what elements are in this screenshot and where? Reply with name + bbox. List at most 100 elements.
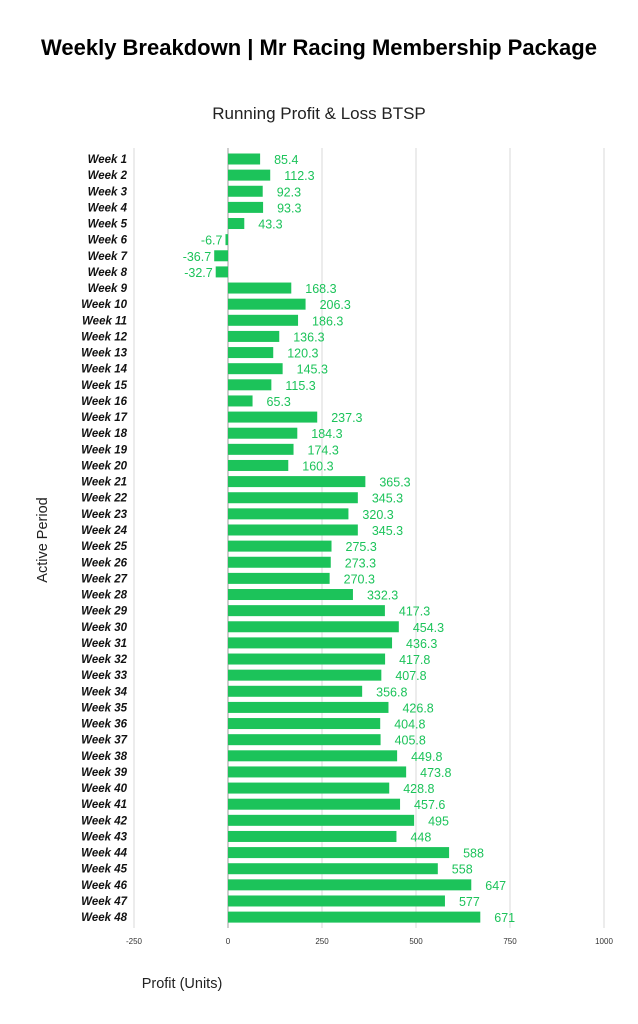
value-label: 43.3 xyxy=(258,218,282,232)
category-label: Week 5 xyxy=(88,219,128,231)
category-label: Week 21 xyxy=(81,477,127,489)
value-label: 588 xyxy=(463,847,484,861)
bar xyxy=(228,540,332,552)
value-label: 426.8 xyxy=(402,701,433,715)
category-label: Week 29 xyxy=(81,606,127,618)
bar xyxy=(228,605,385,617)
category-label: Week 40 xyxy=(81,783,127,795)
value-label: 404.8 xyxy=(394,718,425,732)
category-label: Week 6 xyxy=(88,235,128,247)
value-label: 671 xyxy=(494,911,515,925)
value-label: 160.3 xyxy=(302,459,333,473)
category-label: Week 36 xyxy=(81,719,127,731)
value-label: -36.7 xyxy=(183,250,212,264)
value-label: 320.3 xyxy=(362,508,393,522)
bar xyxy=(228,814,415,826)
bar xyxy=(228,572,330,584)
category-label: Week 38 xyxy=(81,751,127,763)
bar xyxy=(228,685,363,697)
bar xyxy=(228,411,318,423)
bar xyxy=(228,701,389,713)
category-label: Week 3 xyxy=(88,186,128,198)
category-label: Week 13 xyxy=(81,348,127,360)
value-label: 275.3 xyxy=(346,540,377,554)
bar xyxy=(228,734,381,746)
category-label: Week 27 xyxy=(81,573,127,585)
category-label: Week 37 xyxy=(81,735,127,747)
category-label: Week 10 xyxy=(81,299,127,311)
value-label: 115.3 xyxy=(285,379,315,393)
bar xyxy=(228,459,289,471)
value-label: 436.3 xyxy=(406,637,437,651)
category-label: Week 28 xyxy=(81,590,127,602)
x-tick-label: 250 xyxy=(315,937,329,946)
value-label: 93.3 xyxy=(277,201,301,215)
x-tick-label: 500 xyxy=(409,937,423,946)
value-label: 417.8 xyxy=(399,653,430,667)
value-label: 428.8 xyxy=(403,782,434,796)
bar xyxy=(228,314,299,326)
value-label: 577 xyxy=(459,895,480,909)
category-label: Week 44 xyxy=(81,848,127,860)
bar xyxy=(228,347,274,359)
y-axis-title: Active Period xyxy=(35,497,51,582)
bar xyxy=(228,476,366,488)
value-label: 92.3 xyxy=(277,185,301,199)
bar xyxy=(215,266,228,278)
category-label: Week 2 xyxy=(88,170,128,182)
bar xyxy=(228,911,481,923)
bar xyxy=(225,234,228,246)
category-label: Week 11 xyxy=(82,315,127,327)
value-label: 473.8 xyxy=(420,766,451,780)
category-label: Week 24 xyxy=(81,525,127,537)
value-label: 120.3 xyxy=(287,347,318,361)
category-label: Week 16 xyxy=(81,396,127,408)
category-label: Week 33 xyxy=(81,670,127,682)
value-label: 417.3 xyxy=(399,605,430,619)
category-label: Week 30 xyxy=(81,622,127,634)
bar xyxy=(228,798,401,810)
value-label: 345.3 xyxy=(372,492,403,506)
category-label: Week 15 xyxy=(81,380,127,392)
category-label: Week 26 xyxy=(81,557,127,569)
value-label: 85.4 xyxy=(274,153,298,167)
bar xyxy=(228,782,390,794)
bar xyxy=(228,153,261,165)
category-label: Week 25 xyxy=(81,541,127,553)
value-label: 206.3 xyxy=(320,298,351,312)
category-label: Week 18 xyxy=(81,428,127,440)
bar xyxy=(228,201,264,213)
bar xyxy=(228,621,399,633)
value-label: -6.7 xyxy=(201,234,223,248)
bar xyxy=(228,379,272,391)
bar xyxy=(228,750,398,762)
category-label: Week 8 xyxy=(88,267,128,279)
category-label: Week 41 xyxy=(81,799,127,811)
category-label: Week 48 xyxy=(81,912,127,924)
category-label: Week 19 xyxy=(81,444,127,456)
category-label: Week 17 xyxy=(81,412,127,424)
bar xyxy=(228,492,358,504)
value-label: 405.8 xyxy=(395,734,426,748)
bar xyxy=(228,427,298,439)
bar xyxy=(228,589,353,601)
value-label: 186.3 xyxy=(312,314,343,328)
x-tick-label: 750 xyxy=(503,937,517,946)
category-label: Week 34 xyxy=(81,686,127,698)
category-label: Week 23 xyxy=(81,509,127,521)
bar xyxy=(228,637,393,649)
value-label: 448 xyxy=(410,830,431,844)
value-label: 237.3 xyxy=(331,411,362,425)
chart-subtitle: Running Profit & Loss BTSP xyxy=(212,104,426,123)
bar xyxy=(228,282,292,294)
value-label: 647 xyxy=(485,879,506,893)
bar xyxy=(228,847,450,859)
value-label: 454.3 xyxy=(413,621,444,635)
bar xyxy=(228,395,253,407)
category-label: Week 43 xyxy=(81,831,127,843)
value-label: 558 xyxy=(452,863,473,877)
value-label: 457.6 xyxy=(414,798,445,812)
category-label: Week 39 xyxy=(81,767,127,779)
bar xyxy=(228,653,386,665)
